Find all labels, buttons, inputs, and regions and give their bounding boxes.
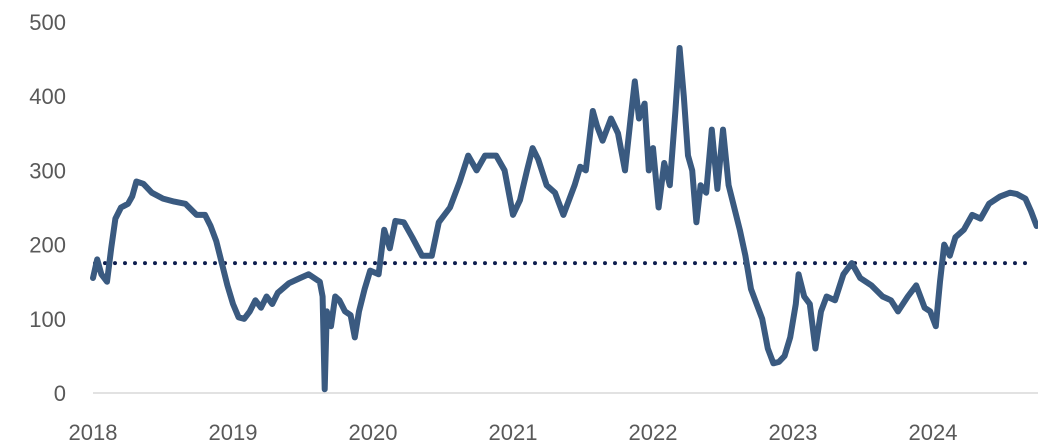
y-tick-label: 500 bbox=[29, 10, 66, 35]
series-line bbox=[90, 45, 1038, 393]
y-tick-label: 300 bbox=[29, 158, 66, 183]
x-tick-label: 2024 bbox=[909, 420, 958, 443]
x-tick-label: 2019 bbox=[209, 420, 258, 443]
y-tick-label: 0 bbox=[54, 381, 66, 406]
y-tick-label: 200 bbox=[29, 233, 66, 258]
x-tick-label: 2021 bbox=[489, 420, 538, 443]
y-axis-ticks: 0 100 200 300 400 500 bbox=[29, 10, 66, 406]
x-tick-label: 2020 bbox=[349, 420, 398, 443]
x-tick-label: 2022 bbox=[629, 420, 678, 443]
x-tick-label: 2018 bbox=[69, 420, 118, 443]
y-tick-label: 400 bbox=[29, 84, 66, 109]
x-axis-ticks: 2018 2019 2020 2021 2022 2023 2024 bbox=[69, 420, 958, 443]
y-tick-label: 100 bbox=[29, 307, 66, 332]
x-tick-label: 2023 bbox=[769, 420, 818, 443]
series-group bbox=[90, 45, 1038, 393]
